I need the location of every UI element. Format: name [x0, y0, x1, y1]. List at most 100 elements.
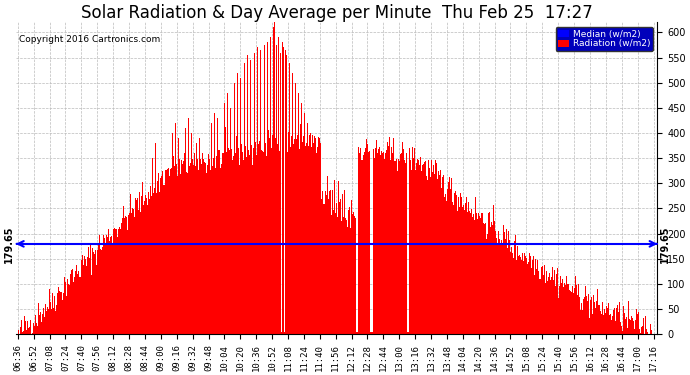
- Bar: [308, 146, 309, 334]
- Bar: [420, 158, 421, 334]
- Bar: [385, 153, 386, 334]
- Bar: [396, 159, 397, 334]
- Bar: [111, 236, 112, 334]
- Bar: [132, 208, 133, 334]
- Bar: [506, 240, 508, 334]
- Bar: [246, 157, 247, 334]
- Bar: [75, 271, 77, 334]
- Bar: [325, 191, 326, 334]
- Bar: [368, 152, 369, 334]
- Bar: [451, 178, 452, 334]
- Bar: [77, 274, 79, 334]
- Bar: [286, 55, 287, 334]
- Bar: [289, 63, 290, 334]
- Bar: [580, 310, 581, 334]
- Bar: [606, 306, 607, 334]
- Bar: [255, 142, 256, 334]
- Bar: [183, 161, 184, 334]
- Bar: [104, 238, 105, 334]
- Bar: [61, 300, 63, 334]
- Bar: [184, 153, 185, 334]
- Bar: [161, 176, 162, 334]
- Bar: [307, 123, 308, 334]
- Bar: [163, 185, 164, 334]
- Bar: [300, 124, 301, 334]
- Bar: [256, 154, 257, 334]
- Bar: [587, 301, 588, 334]
- Bar: [479, 216, 480, 334]
- Bar: [407, 332, 408, 334]
- Bar: [79, 277, 81, 334]
- Bar: [331, 216, 332, 334]
- Bar: [444, 197, 445, 334]
- Bar: [186, 172, 187, 334]
- Bar: [228, 148, 229, 334]
- Bar: [557, 268, 558, 334]
- Bar: [522, 254, 524, 334]
- Bar: [155, 143, 156, 334]
- Bar: [258, 144, 259, 334]
- Bar: [504, 239, 506, 334]
- Bar: [424, 162, 425, 334]
- Bar: [556, 274, 557, 334]
- Bar: [279, 150, 280, 334]
- Bar: [366, 139, 368, 334]
- Bar: [98, 245, 99, 334]
- Bar: [233, 156, 235, 334]
- Bar: [376, 140, 377, 334]
- Bar: [482, 213, 483, 334]
- Bar: [615, 308, 617, 334]
- Bar: [599, 305, 600, 334]
- Bar: [631, 318, 633, 334]
- Bar: [275, 138, 276, 334]
- Bar: [281, 332, 282, 334]
- Bar: [304, 113, 305, 334]
- Bar: [578, 284, 579, 334]
- Bar: [306, 142, 307, 334]
- Bar: [250, 60, 251, 334]
- Bar: [201, 153, 203, 334]
- Bar: [339, 199, 341, 334]
- Bar: [197, 170, 199, 334]
- Bar: [403, 148, 404, 334]
- Bar: [129, 213, 130, 334]
- Bar: [38, 303, 39, 334]
- Bar: [635, 309, 637, 334]
- Bar: [106, 235, 107, 334]
- Bar: [315, 138, 316, 334]
- Bar: [412, 147, 413, 334]
- Bar: [213, 158, 215, 334]
- Bar: [595, 308, 596, 334]
- Bar: [456, 195, 457, 334]
- Bar: [48, 289, 50, 334]
- Bar: [90, 244, 91, 334]
- Bar: [266, 156, 267, 334]
- Bar: [646, 329, 647, 334]
- Bar: [418, 160, 419, 334]
- Bar: [639, 329, 640, 334]
- Bar: [655, 320, 656, 334]
- Bar: [621, 326, 622, 334]
- Bar: [405, 163, 406, 334]
- Bar: [277, 144, 278, 334]
- Bar: [253, 148, 254, 334]
- Bar: [120, 230, 121, 334]
- Bar: [27, 321, 28, 334]
- Bar: [452, 202, 453, 334]
- Bar: [446, 201, 447, 334]
- Bar: [282, 42, 283, 334]
- Bar: [130, 194, 131, 334]
- Bar: [140, 212, 141, 334]
- Bar: [150, 186, 151, 334]
- Bar: [554, 270, 555, 334]
- Title: Solar Radiation & Day Average per Minute  Thu Feb 25  17:27: Solar Radiation & Day Average per Minute…: [81, 4, 593, 22]
- Bar: [160, 178, 161, 334]
- Bar: [567, 284, 568, 334]
- Bar: [534, 275, 535, 334]
- Bar: [187, 173, 188, 334]
- Bar: [545, 283, 546, 334]
- Bar: [55, 311, 56, 334]
- Bar: [143, 205, 144, 334]
- Bar: [117, 237, 118, 334]
- Bar: [457, 211, 458, 334]
